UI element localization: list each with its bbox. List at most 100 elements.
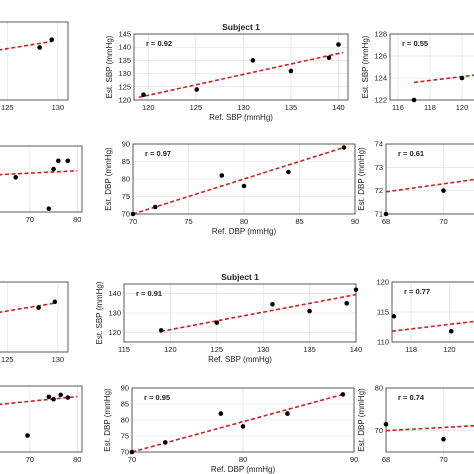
y-tick-label: 120: [108, 328, 121, 337]
subplot-r4-left: 70 80: [0, 385, 83, 464]
y-tick-label: 75: [121, 432, 129, 441]
data-point: [25, 433, 30, 438]
data-point: [65, 158, 71, 164]
data-point: [326, 55, 332, 61]
data-point: [250, 58, 256, 63]
y-tick-label: 72: [375, 186, 383, 195]
y-tick-label: 122: [374, 96, 387, 105]
x-tick-label: 70: [26, 455, 34, 464]
axes-frame: [385, 143, 474, 215]
x-tick-label: 80: [239, 455, 247, 464]
data-point: [383, 421, 389, 427]
x-tick-label: 140: [350, 345, 363, 354]
axes-frame: [389, 33, 474, 101]
y-axis-label: Est. DBP (mmHg): [103, 388, 112, 452]
subplot-r2-left: 70 80: [0, 145, 83, 224]
data-point: [46, 206, 52, 211]
data-point: [56, 158, 61, 164]
data-point: [219, 173, 225, 178]
subplot-r4-mid: 70 80 90 70 75 80 85 90 Ref. DBP (mmHg) Est. DBP …: [103, 384, 358, 474]
y-axis-label: Est. DBP (mmHg): [357, 388, 366, 452]
y-tick-label: 70: [122, 210, 130, 219]
data-point: [441, 436, 446, 442]
subplot-r4-right: 68 70 70 80 Est. DBP (mmHg) r = 0.74: [357, 384, 474, 464]
plot-area: [386, 144, 474, 214]
fit-line: [132, 146, 345, 215]
data-point: [51, 166, 56, 172]
subplot-r3-left: 125 130: [0, 281, 69, 364]
x-tick-label: 120: [164, 345, 177, 354]
correlation-annotation: r = 0.95: [144, 393, 170, 402]
x-tick-label: 130: [237, 103, 250, 112]
data-point: [270, 302, 275, 307]
x-tick-label: 120: [456, 103, 469, 112]
data-point: [241, 183, 247, 189]
plot-area: [386, 388, 474, 452]
subplot-title: Subject 1: [222, 22, 260, 32]
x-axis-label: Ref. DBP (mmHg): [212, 227, 277, 236]
y-tick-label: 135: [118, 56, 131, 65]
data-point: [49, 37, 55, 42]
fit-line: [413, 74, 474, 84]
subplot-r1-mid: 120 125 130 135 140 120 125 130 135 140 145 Subject…: [105, 22, 349, 122]
axes-frame: [0, 145, 83, 213]
fit-line: [138, 51, 344, 99]
data-point: [36, 305, 41, 310]
x-tick-label: 70: [439, 455, 447, 464]
plot-area: [0, 386, 82, 452]
subplot-r1-right: 116 118 120 122 124 126 128 Est. SBP (mmHg) r = …: [361, 30, 474, 112]
data-point: [240, 424, 246, 429]
x-axis-label: Ref. SBP (mmHg): [208, 355, 272, 364]
plot-area: [134, 34, 348, 100]
subplot-r3-mid: 115 120 125 130 135 140 120 130 140 Subject 1 Ref.…: [95, 272, 362, 364]
data-point: [214, 320, 220, 325]
y-tick-label: 140: [108, 289, 121, 298]
x-tick-label: 125: [211, 345, 224, 354]
x-tick-label: 80: [73, 215, 81, 224]
x-tick-label: 70: [129, 217, 137, 226]
y-tick-label: 125: [118, 82, 131, 91]
y-tick-label: 120: [118, 96, 131, 105]
data-point: [51, 396, 56, 402]
data-point: [448, 328, 454, 334]
x-tick-label: 125: [1, 355, 14, 364]
plot-area: [0, 22, 68, 100]
x-axis-label: Ref. SBP (mmHg): [209, 113, 273, 122]
y-tick-label: 126: [374, 52, 387, 61]
data-point: [194, 87, 200, 92]
y-tick-label: 80: [121, 416, 129, 425]
y-tick-label: 80: [122, 175, 130, 184]
x-tick-label: 116: [392, 103, 404, 112]
data-point: [286, 169, 291, 175]
y-tick-label: 90: [122, 140, 130, 149]
axes-frame: [123, 283, 357, 343]
axes-frame: [0, 281, 69, 353]
fit-line: [0, 40, 52, 51]
axes-frame: [385, 387, 474, 453]
data-point: [65, 395, 71, 400]
x-tick-label: 115: [118, 345, 130, 354]
data-point: [288, 68, 294, 74]
y-tick-label: 71: [375, 210, 383, 219]
correlation-annotation: r = 0.61: [398, 149, 424, 158]
data-point: [13, 175, 18, 180]
y-tick-label: 145: [118, 30, 131, 39]
x-tick-label: 90: [350, 455, 358, 464]
y-tick-label: 130: [108, 309, 121, 318]
y-tick-label: 70: [375, 426, 383, 435]
y-tick-label: 130: [118, 69, 131, 78]
axes-frame: [0, 21, 69, 101]
data-point: [218, 411, 224, 416]
data-point: [158, 328, 164, 333]
data-point: [46, 394, 52, 400]
x-tick-label: 120: [443, 345, 456, 354]
y-tick-label: 75: [122, 192, 130, 201]
y-tick-label: 74: [375, 140, 383, 149]
x-tick-label: 90: [351, 217, 359, 226]
y-tick-label: 115: [377, 308, 389, 317]
fit-line: [0, 169, 78, 176]
correlation-annotation: r = 0.92: [146, 39, 172, 48]
data-point: [344, 301, 350, 306]
y-tick-label: 70: [121, 448, 129, 457]
